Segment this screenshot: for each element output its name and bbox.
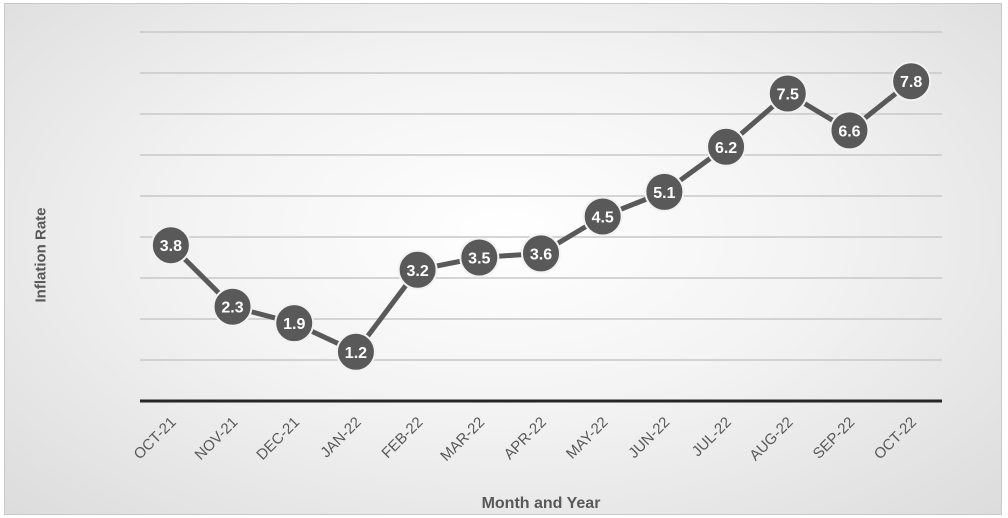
x-tick-label: MAY-22 [563, 414, 612, 463]
data-point-marker [150, 225, 191, 266]
data-label: 5.1 [653, 185, 675, 202]
gridlines [140, 31, 942, 361]
data-label: 2.3 [221, 300, 243, 317]
x-tick-label: JAN-22 [317, 414, 364, 461]
data-label: 6.2 [715, 140, 737, 157]
data-point-marker [829, 110, 870, 151]
x-tick-label: JUN-22 [625, 414, 673, 462]
data-label: 3.2 [406, 263, 428, 280]
x-tick-label: FEB-22 [378, 414, 426, 462]
data-label: 1.2 [345, 345, 367, 362]
x-tick-label: JUL-22 [689, 414, 735, 460]
data-point-marker [521, 233, 561, 274]
x-tick-label: AUG-22 [746, 414, 796, 464]
y-axis-title: Inflation Rate [32, 207, 50, 303]
data-label: 3.6 [530, 246, 552, 263]
x-tick-label: OCT-21 [131, 414, 180, 463]
x-axis-title: Month and Year [481, 495, 601, 512]
data-point-marker [767, 73, 808, 114]
data-label: 1.9 [283, 316, 305, 333]
data-point-marker [891, 61, 932, 102]
data-label: 3.8 [160, 238, 182, 255]
x-tick-label: OCT-22 [871, 414, 920, 463]
data-point-marker [274, 303, 315, 344]
data-label: 6.6 [838, 123, 860, 140]
data-point-marker [582, 196, 623, 237]
data-point-marker [335, 331, 376, 372]
data-label: 3.5 [468, 251, 490, 268]
x-axis-tick-labels: OCT-21 NOV-21 DEC-21 JAN-22 FEB-22 MAR-22 APR-… [131, 414, 920, 465]
data-point-marker [644, 171, 685, 212]
data-points: 3.8 2.3 1.9 1.2 3.2 3.5 3.6 4.5 5.1 6.2 7.5 6.6 7.8 [150, 61, 932, 372]
x-tick-label: DEC-21 [253, 414, 303, 464]
data-label: 7.8 [900, 74, 922, 91]
x-tick-label: SEP-22 [810, 414, 859, 463]
data-point-marker [397, 249, 438, 290]
x-tick-label: MAR-22 [437, 414, 488, 465]
x-tick-label: NOV-21 [192, 414, 242, 464]
data-point-marker [212, 286, 253, 327]
data-label: 4.5 [592, 210, 614, 227]
data-point-marker [459, 237, 500, 278]
data-point-marker [706, 126, 747, 167]
data-label: 7.5 [777, 87, 799, 104]
x-tick-label: APR-22 [501, 414, 550, 463]
